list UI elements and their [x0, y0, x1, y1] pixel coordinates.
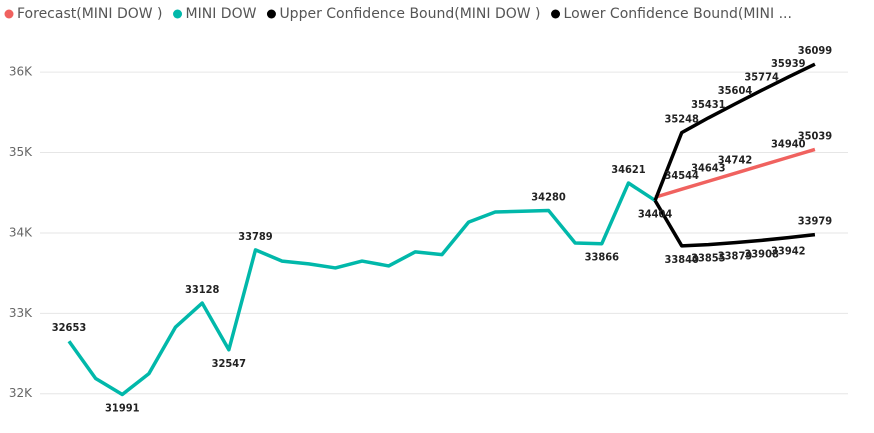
data-label: 36099 [798, 44, 833, 57]
y-tick-label: 34K [9, 225, 33, 239]
data-label: 35939 [771, 57, 806, 70]
data-label: 35039 [798, 129, 833, 142]
data-label: 35604 [718, 84, 753, 97]
data-label: 35431 [691, 98, 726, 111]
y-tick-label: 36K [9, 65, 33, 79]
data-label: 32547 [212, 357, 247, 370]
data-label: 33128 [185, 283, 220, 296]
data-label: 33789 [238, 230, 273, 243]
data-label: 34940 [771, 137, 806, 150]
legend-label: Forecast(MINI DOW ) [17, 6, 163, 22]
data-label: 31991 [105, 401, 140, 414]
data-label: 33979 [798, 215, 833, 228]
data-label: 34621 [611, 163, 646, 176]
legend-marker [266, 9, 276, 19]
legend-label: Upper Confidence Bound(MINI DOW ) [279, 6, 540, 22]
legend-label: Lower Confidence Bound(MINI ... [564, 6, 792, 22]
series-line [67, 181, 657, 397]
data-label: 35774 [744, 70, 779, 83]
data-label: 34280 [531, 190, 566, 203]
legend-marker [551, 9, 561, 19]
series-line [654, 147, 816, 199]
data-label: 34404 [638, 207, 673, 220]
data-label: 34643 [691, 161, 726, 174]
data-label: 33908 [744, 247, 779, 260]
legend-marker [4, 9, 14, 19]
data-label: 35248 [665, 113, 700, 126]
series-line [653, 62, 816, 202]
data-label: 34742 [718, 153, 753, 166]
y-tick-label: 33K [9, 306, 33, 320]
data-label: 33840 [665, 253, 700, 266]
series-line [653, 199, 816, 248]
data-label: 33855 [691, 252, 726, 265]
data-label: 33866 [585, 251, 620, 264]
legend-label: MINI DOW [186, 6, 257, 22]
y-tick-label: 35K [9, 145, 33, 159]
data-label: 34544 [665, 169, 700, 182]
y-tick-label: 32K [9, 386, 33, 400]
data-label: 33879 [718, 250, 753, 263]
data-label: 33942 [771, 245, 806, 258]
legend-marker [173, 9, 183, 19]
data-label: 32653 [52, 321, 87, 334]
